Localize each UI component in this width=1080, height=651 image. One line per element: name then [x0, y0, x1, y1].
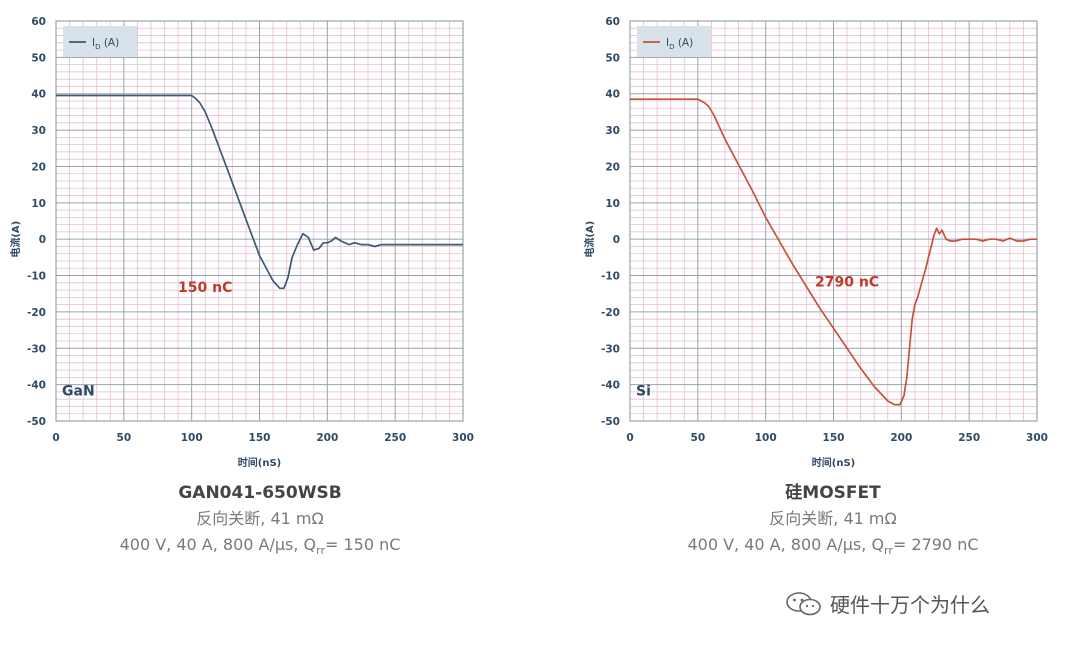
annotation-label: 150 nC: [178, 280, 232, 296]
plot-border: [55, 20, 464, 422]
caption-gan-line2: 400 V, 40 A, 800 A/μs, Qrr= 150 nC: [119, 535, 401, 558]
x-tick-label: 200: [316, 432, 338, 444]
caption-gan-title: GAN041-650WSB: [178, 483, 342, 503]
x-tick-label: 250: [384, 432, 406, 444]
y-tick-label: -20: [27, 307, 46, 319]
y-tick-label: 10: [605, 198, 620, 210]
y-tick-label: 30: [605, 125, 620, 137]
x-tick-label: 100: [181, 432, 203, 444]
y-tick-label: -10: [27, 271, 46, 283]
y-tick-label: 60: [31, 16, 46, 28]
x-axis-title: 时间(nS): [812, 456, 855, 469]
y-tick-label: 0: [613, 234, 620, 246]
y-tick-label: 20: [31, 161, 46, 173]
y-tick-label: -50: [601, 416, 620, 428]
y-tick-label: 20: [605, 161, 620, 173]
watermark-text: 硬件十万个为什么: [830, 593, 990, 617]
caption-gan: GAN041-650WSB 反向关断, 41 mΩ 400 V, 40 A, 8…: [50, 480, 470, 564]
x-tick-label: 50: [117, 432, 132, 444]
x-tick-label: 0: [626, 432, 633, 444]
caption-si-line1: 反向关断, 41 mΩ: [769, 509, 897, 528]
y-tick-label: -30: [601, 343, 620, 355]
x-tick-label: 200: [890, 432, 912, 444]
annotation-label: 2790 nC: [815, 274, 879, 290]
watermark: 硬件十万个为什么: [784, 589, 990, 618]
y-axis-title: 电流(A): [9, 221, 22, 258]
legend-label: ID (A): [92, 37, 119, 51]
series-line: [630, 98, 1037, 406]
y-tick-label: -40: [27, 380, 46, 392]
y-tick-label: 40: [605, 89, 620, 101]
y-tick-label: 50: [31, 52, 46, 64]
x-tick-label: 300: [452, 432, 474, 444]
y-tick-label: -10: [601, 271, 620, 283]
x-tick-label: 250: [958, 432, 980, 444]
y-tick-label: -40: [601, 380, 620, 392]
y-tick-label: 10: [31, 198, 46, 210]
y-tick-label: 40: [31, 89, 46, 101]
x-tick-label: 100: [755, 432, 777, 444]
wechat-icon: [786, 591, 821, 615]
x-tick-label: 150: [249, 432, 271, 444]
legend-label: ID (A): [666, 37, 693, 51]
x-tick-label: 150: [823, 432, 845, 444]
caption-gan-line1: 反向关断, 41 mΩ: [196, 509, 324, 528]
y-tick-label: 30: [31, 125, 46, 137]
x-tick-label: 50: [691, 432, 706, 444]
legend: ID (A): [63, 26, 137, 57]
caption-si-title: 硅MOSFET: [785, 483, 881, 503]
x-axis-title: 时间(nS): [238, 456, 281, 469]
x-tick-label: 0: [52, 432, 59, 444]
caption-si-line2: 400 V, 40 A, 800 A/μs, Qrr= 2790 nC: [687, 535, 979, 558]
y-tick-label: 0: [39, 234, 46, 246]
y-tick-label: -20: [601, 307, 620, 319]
y-tick-label: 60: [605, 16, 620, 28]
y-tick-label: 50: [605, 52, 620, 64]
plot-border: [629, 20, 1038, 422]
x-tick-label: 300: [1026, 432, 1048, 444]
y-axis-title: 电流(A): [583, 221, 596, 258]
y-tick-label: -30: [27, 343, 46, 355]
series-line: [56, 94, 463, 290]
caption-si: 硅MOSFET 反向关断, 41 mΩ 400 V, 40 A, 800 A/μ…: [623, 480, 1043, 564]
panel-label: Si: [636, 384, 651, 400]
y-tick-label: -50: [27, 416, 46, 428]
legend: ID (A): [637, 26, 711, 57]
panel-label: GaN: [62, 384, 95, 400]
